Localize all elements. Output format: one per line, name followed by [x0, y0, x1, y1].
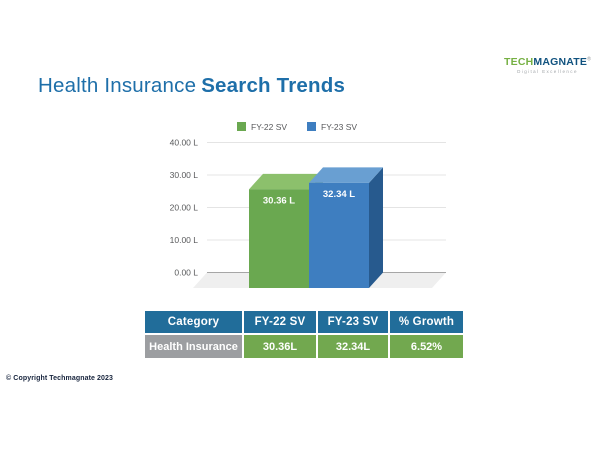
cell-fy22-value: 30.36L: [242, 333, 318, 360]
y-tick-label: 30.00 L: [170, 170, 199, 180]
legend-label: FY-22 SV: [251, 122, 287, 132]
y-tick-label: 40.00 L: [170, 138, 199, 148]
page-title-regular: Health Insurance: [38, 74, 197, 97]
copyright-text: © Copyright Techmagnate 2023: [6, 375, 114, 382]
legend-label: FY-23 SV: [321, 122, 357, 132]
summary-table: Category FY-22 SV FY-23 SV % Growth Heal…: [143, 309, 465, 360]
bar-fy-22-sv: [249, 189, 309, 288]
y-tick-label: 10.00 L: [170, 235, 199, 245]
logo-part-magnate: MAGNATE: [533, 56, 588, 68]
page-title-bold: Search Trends: [201, 74, 346, 97]
bar-fy-23-sv-side-face: [369, 167, 383, 288]
y-tick-label: 0.00 L: [174, 268, 198, 278]
table-row: Health Insurance 30.36L 32.34L 6.52%: [143, 333, 465, 360]
cell-fy23-value: 32.34L: [316, 333, 390, 360]
page-title: Health Insurance Search Trends: [38, 74, 345, 98]
col-header-fy23: FY-23 SV: [316, 309, 390, 335]
bar-fy-22-sv-top-face: [249, 173, 323, 190]
logo-wordmark: TECHMAGNATE®: [504, 57, 591, 68]
cell-category: Health Insurance: [143, 333, 244, 360]
logo-tagline: Digital Excellence: [517, 68, 578, 74]
bar-value-label: 30.36 L: [263, 195, 295, 206]
bar-fy-23-sv: [309, 182, 369, 288]
legend-swatch-fy-23-sv: [307, 122, 316, 131]
registered-mark: ®: [587, 56, 591, 63]
techmagnate-logo: TECHMAGNATE® Digital Excellence: [504, 57, 591, 74]
bar-fy-23-sv-top-face: [309, 167, 383, 183]
cell-growth-value: 6.52%: [388, 333, 465, 360]
table-header-row: Category FY-22 SV FY-23 SV % Growth: [143, 309, 465, 335]
col-header-growth: % Growth: [388, 309, 465, 335]
col-header-fy22: FY-22 SV: [242, 309, 318, 335]
legend-swatch-fy-22-sv: [237, 122, 246, 131]
logo-part-tech: TECH: [504, 56, 534, 68]
y-tick-label: 20.00 L: [170, 203, 199, 213]
col-header-category: Category: [143, 309, 244, 335]
bar-value-label: 32.34 L: [323, 189, 355, 200]
